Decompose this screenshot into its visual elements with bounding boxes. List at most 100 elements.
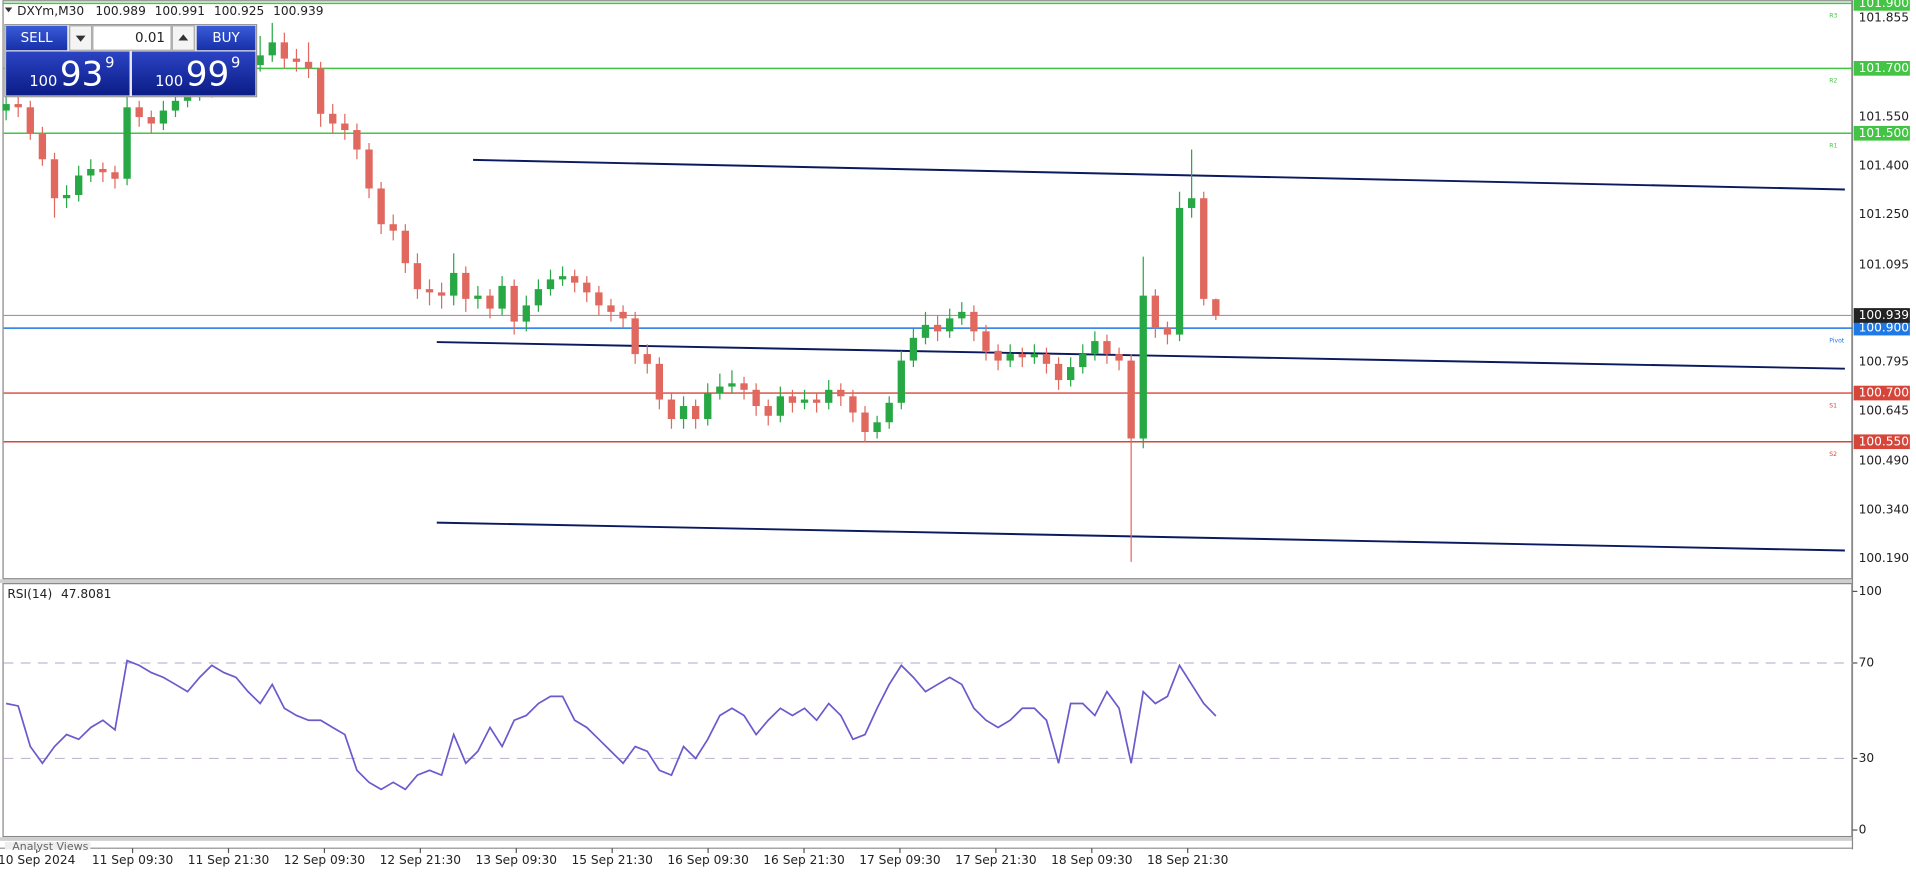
price-tag: 100.939 <box>1859 308 1909 322</box>
candle-body <box>1187 198 1196 208</box>
candle-body <box>14 104 22 108</box>
candle-body <box>655 363 664 400</box>
candle-body <box>994 350 1002 361</box>
candle-body <box>1115 354 1123 361</box>
candle-body <box>583 282 591 293</box>
candle-body <box>111 172 119 179</box>
candle-body <box>159 110 168 124</box>
candle-body <box>1066 367 1075 381</box>
candle-body <box>462 272 470 299</box>
y-tick-label: 101.855 <box>1859 11 1909 25</box>
rsi-value: 47.8081 <box>61 587 111 601</box>
candle-body <box>740 383 748 390</box>
y-tick-label: 100.190 <box>1859 551 1909 565</box>
footer-tab[interactable] <box>4 842 91 850</box>
y-tick-label: 101.550 <box>1859 110 1909 124</box>
ask-sup[interactable]: 9 <box>231 55 240 72</box>
candle-body <box>135 107 143 118</box>
candle-body <box>1175 207 1184 335</box>
candle-body <box>341 123 349 131</box>
lot-input[interactable] <box>92 25 172 51</box>
bid-big[interactable]: 93 <box>60 54 104 94</box>
rsi-title: RSI(14) 47.8081 <box>7 587 111 601</box>
rsi-line <box>5 659 1217 791</box>
y-tick-label: 101.400 <box>1859 158 1909 172</box>
x-tick-label: 11 Sep 21:30 <box>188 853 269 867</box>
level-label: 100.550 <box>1859 434 1909 448</box>
candle-body <box>280 42 289 59</box>
candle-body <box>885 402 893 423</box>
candle-body <box>401 230 409 264</box>
ask-big[interactable]: 99 <box>186 54 230 94</box>
sell-label[interactable]: SELL <box>21 31 54 46</box>
bid-small[interactable]: 100 <box>29 73 57 90</box>
arrow-down <box>75 35 86 42</box>
candle-body <box>474 295 482 299</box>
candle-body <box>256 55 264 66</box>
candle-body <box>825 389 833 403</box>
candle-body <box>147 117 155 124</box>
candle-body <box>776 396 784 416</box>
y-tick-label: 100 <box>1859 584 1882 598</box>
y-tick-label: 101.250 <box>1859 207 1909 221</box>
bid-sup[interactable]: 9 <box>105 55 114 72</box>
buy-button[interactable] <box>196 25 256 51</box>
level-tag-bg <box>1853 385 1910 401</box>
footer-tab-label[interactable]: Analyst Views <box>12 840 88 853</box>
x-tick-label: 16 Sep 21:30 <box>763 853 844 867</box>
ohlc-high: 100.991 <box>155 4 205 18</box>
candle-body <box>1091 341 1099 355</box>
candle-body <box>728 383 736 387</box>
bid-box[interactable] <box>6 51 130 96</box>
candle-body <box>486 295 494 309</box>
candle-body <box>571 276 579 283</box>
candle-body <box>982 331 990 351</box>
x-tick-label: 17 Sep 21:30 <box>955 853 1036 867</box>
candle-body <box>413 263 422 290</box>
panel-separator <box>0 579 1853 584</box>
y-tick-label: 100.645 <box>1859 403 1909 417</box>
candle-body <box>595 292 603 306</box>
candle-body <box>716 386 724 394</box>
candle-body <box>679 406 688 420</box>
candle-body <box>704 393 712 420</box>
chart-header: DXYm,M30 100.989 100.991 100.925 100.939 <box>17 4 323 18</box>
symbol: DXYm,M30 <box>17 4 84 18</box>
candle-body <box>812 399 821 403</box>
candle-body <box>365 149 373 189</box>
candle-body <box>667 399 676 420</box>
ask-small[interactable]: 100 <box>155 73 183 90</box>
candle-body <box>873 422 881 433</box>
candle-body <box>1018 354 1026 358</box>
candle-body <box>933 324 942 332</box>
candle-body <box>546 279 555 290</box>
candle-body <box>38 133 47 160</box>
x-tick-label: 15 Sep 21:30 <box>571 853 652 867</box>
price-tag-bg <box>1853 308 1910 323</box>
buy-label[interactable]: BUY <box>212 31 240 46</box>
candle-body <box>171 100 180 111</box>
candle-body <box>183 94 192 101</box>
candle-body <box>631 318 639 355</box>
candle-body <box>62 194 71 199</box>
candle-body <box>764 406 772 416</box>
level-tag-bg <box>1853 61 1910 76</box>
candle-body <box>1054 363 1063 381</box>
sell-button[interactable] <box>6 25 68 51</box>
ask-box[interactable] <box>131 51 256 96</box>
ohlc-low: 100.925 <box>214 4 264 18</box>
level-name: R2 <box>1829 78 1837 85</box>
candle-body <box>558 276 567 280</box>
candle-body <box>800 399 809 403</box>
y-tick-label: 0 <box>1859 823 1867 837</box>
lot-value[interactable]: 0.01 <box>135 31 165 46</box>
candle-body <box>1103 341 1111 355</box>
candle-body <box>450 272 458 296</box>
candle-body <box>849 396 857 413</box>
level-tag-bg <box>1853 320 1910 336</box>
candle-body <box>1200 198 1208 299</box>
candle-body <box>123 107 131 179</box>
ohlc-close: 100.939 <box>273 4 323 18</box>
x-tick-label: 12 Sep 09:30 <box>284 853 365 867</box>
